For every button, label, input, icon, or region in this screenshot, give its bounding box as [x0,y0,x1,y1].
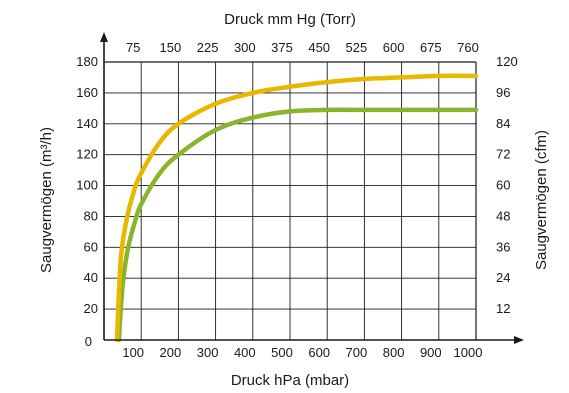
axes [100,32,524,344]
y-axis-left-title: Saugvermögen (m³/h) [38,127,55,273]
x-axis-title: Druck hPa (mbar) [231,372,349,389]
x-tick-label: 400 [234,345,256,360]
y-left-tick-label: 160 [76,85,98,100]
y-right-tick-label: 96 [496,85,510,100]
x-tick-label: 600 [308,345,330,360]
top-tick-label: 760 [457,40,479,55]
y-left-tick-label: 20 [84,301,98,316]
y-left-tick-label: 100 [76,178,98,193]
series-line-yellow [114,73,479,343]
top-tick-label: 75 [126,40,140,55]
top-tick-label: 600 [383,40,405,55]
top-tick-label: 225 [197,40,219,55]
y-left-tick-label: 120 [76,147,98,162]
y-left-tick-label: 140 [76,116,98,131]
x-tick-label: 300 [197,345,219,360]
y-right-tick-label: 12 [496,301,510,316]
y-right-tick-label: 60 [496,178,510,193]
y-right-tick-label: 36 [496,239,510,254]
grid [104,61,477,340]
x-tick-label: 100 [122,345,144,360]
x-tick-label: 900 [420,345,442,360]
y-axis-right-title: Saugvermögen (cfm) [533,130,550,270]
top-tick-label: 525 [346,40,368,55]
y-right-tick-label: 48 [496,208,510,223]
y-axis-arrow [100,32,108,42]
top-tick-label: 300 [234,40,256,55]
top-tick-label: 150 [160,40,182,55]
top-tick-label: 450 [308,40,330,55]
x-tick-label: 500 [271,345,293,360]
series-layer [114,73,479,343]
series-line-green [116,107,479,343]
y-left-tick-label: 80 [84,208,98,223]
y-right-tick-label: 72 [496,147,510,162]
y-left-tick-label: 0 [85,334,92,349]
y-left-tick-label: 180 [76,54,98,69]
x-tick-label: 700 [346,345,368,360]
y-right-tick-label: 120 [496,54,518,69]
top-tick-label: 375 [271,40,293,55]
top-axis-title: Druck mm Hg (Torr) [224,11,356,28]
x-tick-label: 800 [383,345,405,360]
y-right-tick-label: 84 [496,116,510,131]
x-tick-label: 1000 [454,345,483,360]
y-left-tick-label: 60 [84,239,98,254]
x-tick-label: 200 [160,345,182,360]
x-axis-arrow [514,336,524,344]
top-tick-label: 675 [420,40,442,55]
y-left-tick-label: 40 [84,270,98,285]
y-right-tick-label: 24 [496,270,510,285]
